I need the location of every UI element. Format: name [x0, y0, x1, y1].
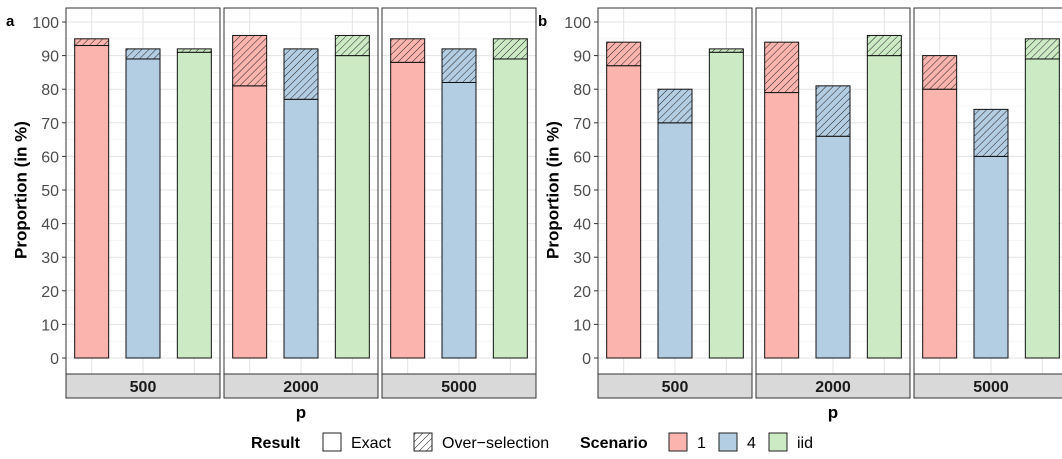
y-tick-label: 10 — [573, 317, 591, 334]
legend-scenario-label: 4 — [747, 435, 756, 452]
bar-exact-scenario-4 — [441, 81, 477, 359]
bar-exact-scenario-iid — [1024, 58, 1060, 359]
bar-overselection-scenario-4 — [125, 48, 161, 60]
legend-scenario-label: iid — [797, 435, 813, 452]
bar-overselection-scenario-iid — [866, 34, 902, 57]
facet-strip — [597, 373, 753, 399]
y-tick-label: 100 — [32, 15, 59, 32]
bar-exact-scenario-1 — [922, 88, 958, 359]
bar-overselection-scenario-iid — [708, 48, 744, 53]
panel-label: b — [538, 13, 547, 30]
legend-overselection-key — [413, 432, 433, 452]
bar-overselection-scenario-1 — [922, 55, 958, 90]
y-axis-title: Proportion (in %) — [543, 121, 562, 259]
y-tick-label: 60 — [573, 149, 591, 166]
x-axis-title: p — [828, 403, 838, 422]
legend-scenario-label: 1 — [697, 435, 706, 452]
facet-strip-label: 5000 — [441, 379, 477, 396]
legend-result-title: Result — [251, 435, 301, 452]
bar-overselection-scenario-4 — [441, 48, 477, 83]
bar-overselection-scenario-iid — [1024, 38, 1060, 60]
facet-strip — [755, 373, 911, 399]
bar-exact-scenario-iid — [334, 55, 370, 359]
y-tick-label: 20 — [573, 284, 591, 301]
y-tick-label: 90 — [573, 49, 591, 66]
y-tick-label: 30 — [41, 250, 59, 267]
bar-exact-scenario-iid — [866, 55, 902, 359]
y-tick-label: 70 — [41, 116, 59, 133]
facet-strip — [65, 373, 221, 399]
bar-overselection-scenario-1 — [390, 38, 426, 63]
legend-scenario-title: Scenario — [580, 435, 648, 452]
y-tick-label: 80 — [41, 82, 59, 99]
bar-overselection-scenario-1 — [74, 38, 110, 47]
y-tick-label: 80 — [573, 82, 591, 99]
panel-label: a — [6, 13, 15, 30]
y-tick-label: 50 — [573, 183, 591, 200]
y-tick-label: 0 — [582, 351, 591, 368]
legend-scenario-key-1 — [668, 432, 688, 452]
y-tick-label: 30 — [573, 250, 591, 267]
bar-exact-scenario-iid — [708, 51, 744, 359]
y-tick-label: 90 — [41, 49, 59, 66]
facet-strip — [913, 373, 1062, 399]
facet-strip — [223, 373, 379, 399]
legend-exact-key — [322, 432, 342, 452]
bar-overselection-scenario-iid — [492, 38, 528, 60]
bar-exact-scenario-4 — [125, 58, 161, 359]
bar-exact-scenario-iid — [176, 51, 212, 359]
facet-strip-label: 500 — [130, 379, 157, 396]
bar-overselection-scenario-1 — [606, 41, 642, 67]
bar-exact-scenario-1 — [74, 45, 110, 359]
y-tick-label: 20 — [41, 284, 59, 301]
facet-strip — [381, 373, 537, 399]
y-tick-label: 50 — [41, 183, 59, 200]
bar-overselection-scenario-4 — [657, 88, 693, 124]
y-tick-label: 40 — [573, 217, 591, 234]
legend-scenario-key-iid — [768, 432, 788, 452]
bar-exact-scenario-4 — [657, 122, 693, 359]
y-tick-label: 0 — [50, 351, 59, 368]
facet-strip-label: 500 — [662, 379, 689, 396]
y-tick-label: 100 — [564, 15, 591, 32]
legend-scenario-key-4 — [718, 432, 738, 452]
facet-strip-label: 2000 — [815, 379, 851, 396]
bar-overselection-scenario-1 — [232, 34, 268, 87]
bar-overselection-scenario-4 — [283, 48, 319, 100]
y-tick-label: 10 — [41, 317, 59, 334]
legend-exact-label: Exact — [351, 435, 392, 452]
bar-overselection-scenario-4 — [973, 108, 1009, 157]
x-axis-title: p — [296, 403, 306, 422]
bar-overselection-scenario-1 — [764, 41, 800, 94]
bar-exact-scenario-1 — [764, 92, 800, 359]
bar-exact-scenario-iid — [492, 58, 528, 359]
bar-exact-scenario-4 — [283, 98, 319, 359]
bar-exact-scenario-1 — [606, 65, 642, 359]
legend-overselection-label: Over−selection — [442, 435, 549, 452]
bar-overselection-scenario-4 — [815, 85, 851, 137]
y-tick-label: 70 — [573, 116, 591, 133]
facet-strip-label: 5000 — [973, 379, 1009, 396]
bar-overselection-scenario-iid — [176, 48, 212, 53]
bar-exact-scenario-4 — [815, 135, 851, 359]
y-tick-label: 60 — [41, 149, 59, 166]
bar-exact-scenario-1 — [390, 61, 426, 359]
facet-strip-label: 2000 — [283, 379, 319, 396]
bar-exact-scenario-4 — [973, 155, 1009, 359]
bar-overselection-scenario-iid — [334, 34, 370, 57]
y-tick-label: 40 — [41, 217, 59, 234]
bar-exact-scenario-1 — [232, 85, 268, 359]
y-axis-title: Proportion (in %) — [11, 121, 30, 259]
